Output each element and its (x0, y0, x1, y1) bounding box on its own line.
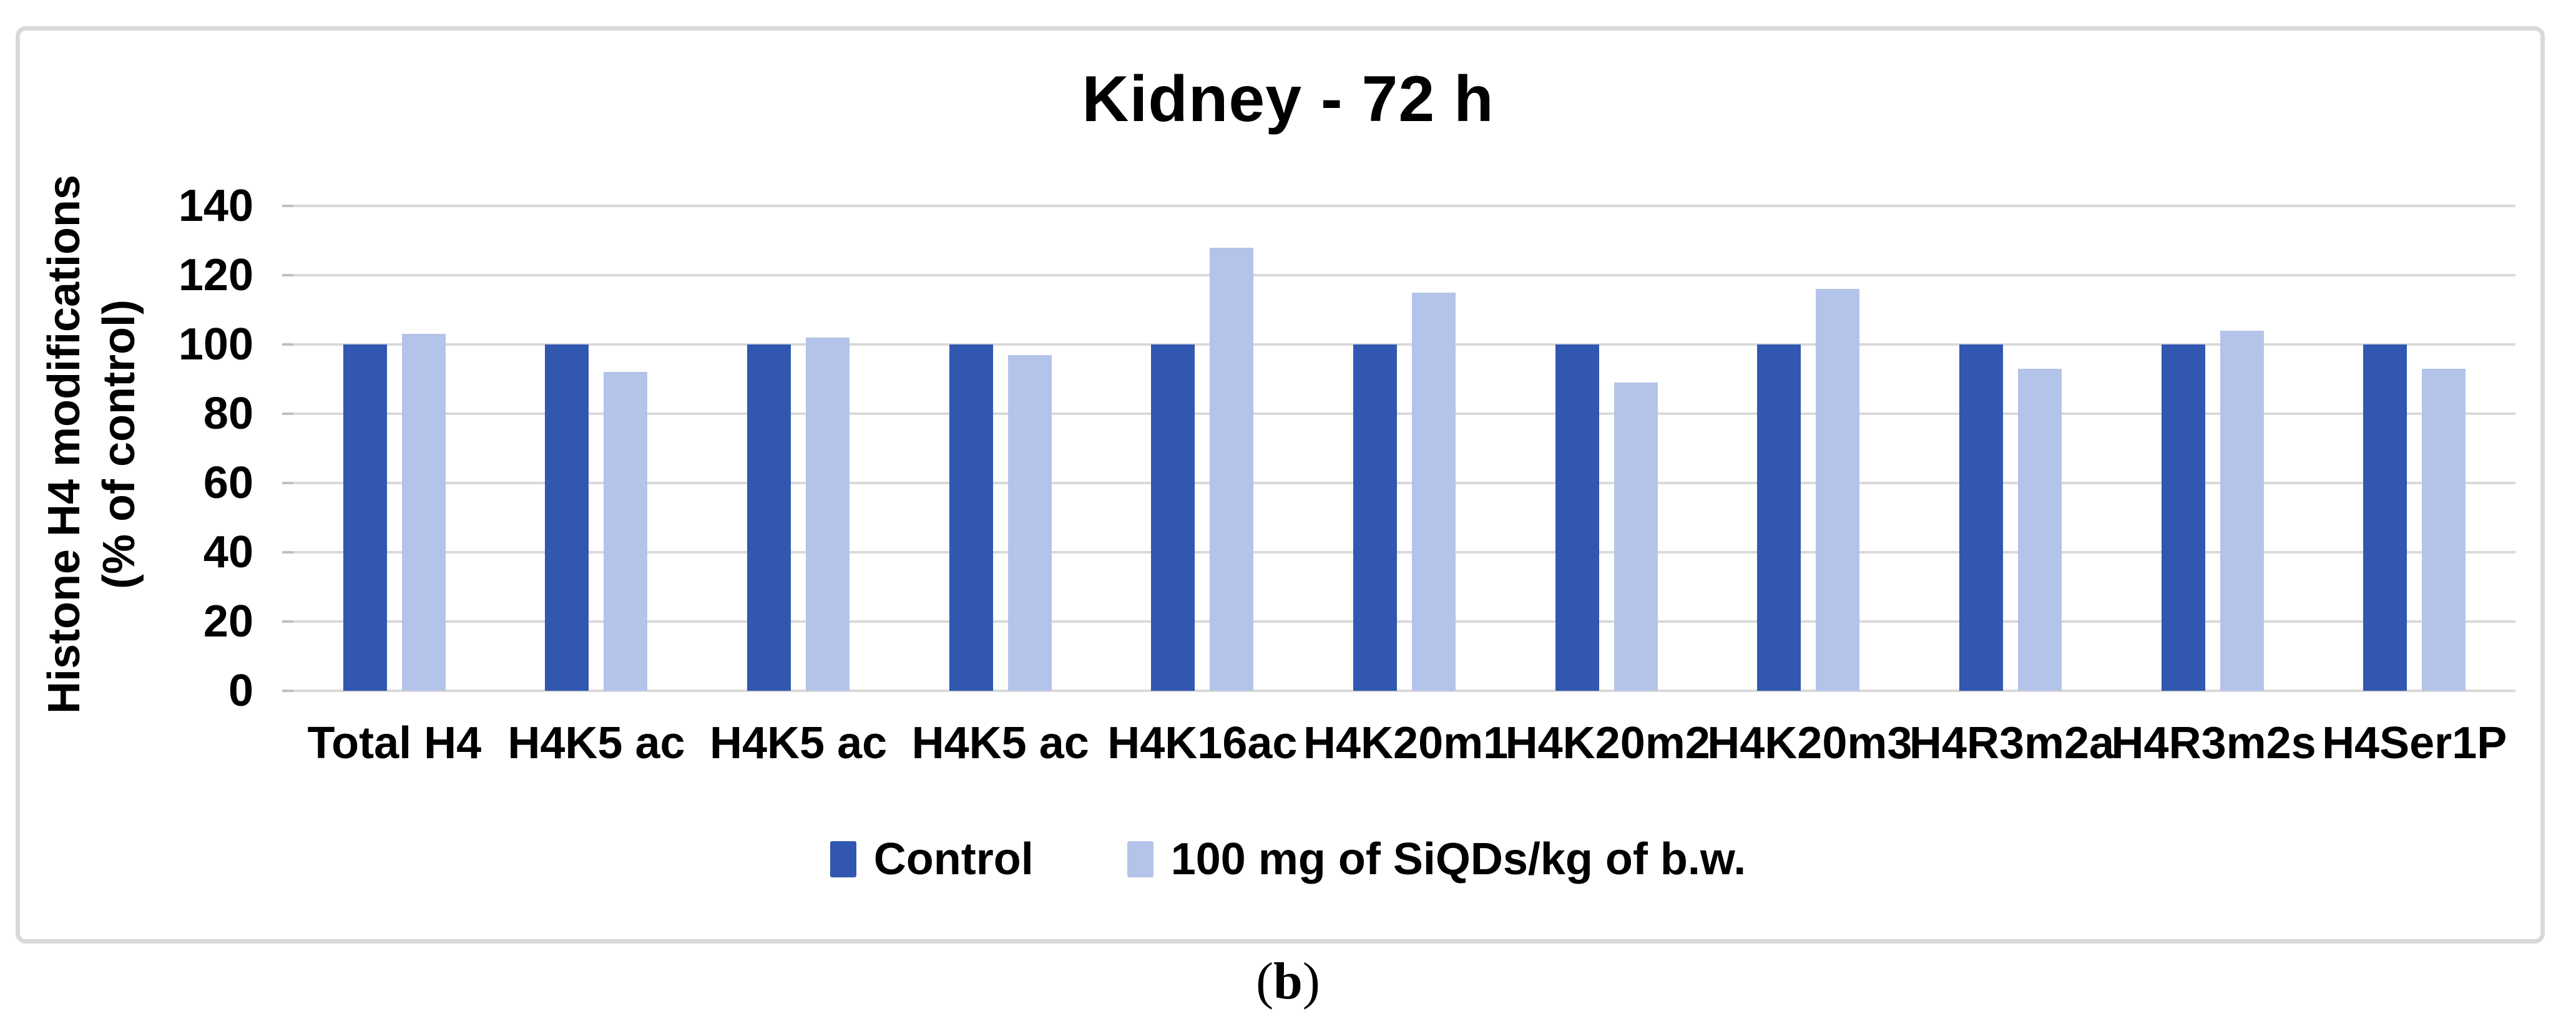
legend-item-treated: 100 mg of SiQDs/kg of b.w. (1127, 834, 1746, 885)
bar-treated-7 (1816, 289, 1860, 691)
bar-control-9 (2161, 344, 2205, 691)
y-tick-label-100: 100 (178, 319, 253, 369)
x-axis-label-6: H4K20m2 (1505, 718, 1710, 768)
bar-control-8 (1959, 344, 2003, 691)
bar-control-3 (949, 344, 993, 691)
y-tick-80 (282, 412, 293, 415)
bar-treated-0 (401, 334, 446, 691)
plot-area (282, 205, 2515, 692)
x-axis-label-5: H4K20m1 (1303, 718, 1509, 768)
x-axis-label-0: Total H4 (307, 718, 482, 768)
legend-item-control: Control (830, 834, 1034, 885)
y-tick-label-20: 20 (203, 597, 253, 646)
y-tick-60 (282, 482, 293, 484)
x-axis-label-10: H4Ser1P (2322, 718, 2507, 768)
y-tick-40 (282, 551, 293, 554)
y-tick-label-120: 120 (178, 250, 253, 300)
x-axis-label-9: H4R3m2s (2111, 718, 2316, 768)
gridline-60 (293, 482, 2515, 484)
y-tick-label-60: 60 (203, 458, 253, 508)
gridline-140 (293, 205, 2515, 207)
gridline-80 (293, 412, 2515, 415)
x-axis-label-8: H4R3m2a (1909, 718, 2115, 768)
y-tick-140 (282, 205, 293, 207)
bar-treated-2 (806, 337, 850, 691)
bar-control-1 (545, 344, 589, 691)
bar-treated-8 (2017, 368, 2062, 691)
y-tick-label-40: 40 (203, 527, 253, 577)
x-axis-label-2: H4K5 ac (709, 718, 888, 768)
chart-title: Kidney - 72 h (1082, 63, 1494, 135)
x-axis-label-4: H4K16ac (1107, 718, 1298, 768)
bar-control-4 (1151, 344, 1195, 691)
y-tick-label-80: 80 (203, 389, 253, 439)
y-tick-label-140: 140 (178, 181, 253, 231)
gridline-20 (293, 620, 2515, 623)
bar-control-10 (2363, 344, 2407, 691)
bar-treated-1 (604, 372, 648, 691)
x-axis-label-3: H4K5 ac (911, 718, 1089, 768)
legend-label-treated: 100 mg of SiQDs/kg of b.w. (1170, 834, 1746, 884)
legend-marker-treated (1127, 841, 1153, 877)
legend: Control 100 mg of SiQDs/kg of b.w. (0, 834, 2576, 885)
bar-treated-9 (2220, 330, 2264, 691)
bar-control-0 (343, 344, 387, 691)
legend-marker-control (830, 841, 856, 877)
caption: (b) (0, 951, 2576, 1012)
gridline-0 (293, 690, 2515, 692)
caption-letter: b (1273, 952, 1303, 1010)
y-tick-20 (282, 620, 293, 623)
x-axis-label-7: H4K20m3 (1707, 718, 1912, 768)
y-tick-0 (282, 690, 293, 692)
bar-control-2 (747, 344, 791, 691)
gridline-120 (293, 274, 2515, 276)
bar-treated-4 (1210, 247, 1254, 691)
legend-label-control: Control (873, 834, 1034, 884)
caption-close-paren: ) (1302, 952, 1320, 1010)
bar-treated-6 (1614, 383, 1658, 691)
y-tick-label-0: 0 (228, 666, 253, 716)
bar-control-5 (1353, 344, 1397, 691)
bar-treated-3 (1007, 354, 1052, 691)
y-tick-120 (282, 274, 293, 276)
y-tick-100 (282, 343, 293, 346)
bar-treated-10 (2422, 368, 2466, 691)
bar-control-6 (1555, 344, 1599, 691)
bar-treated-5 (1412, 292, 1456, 691)
gridline-40 (293, 551, 2515, 554)
x-axis-label-1: H4K5 ac (507, 718, 685, 768)
gridline-100 (293, 343, 2515, 346)
bar-control-7 (1757, 344, 1801, 691)
caption-open-paren: ( (1256, 952, 1274, 1010)
